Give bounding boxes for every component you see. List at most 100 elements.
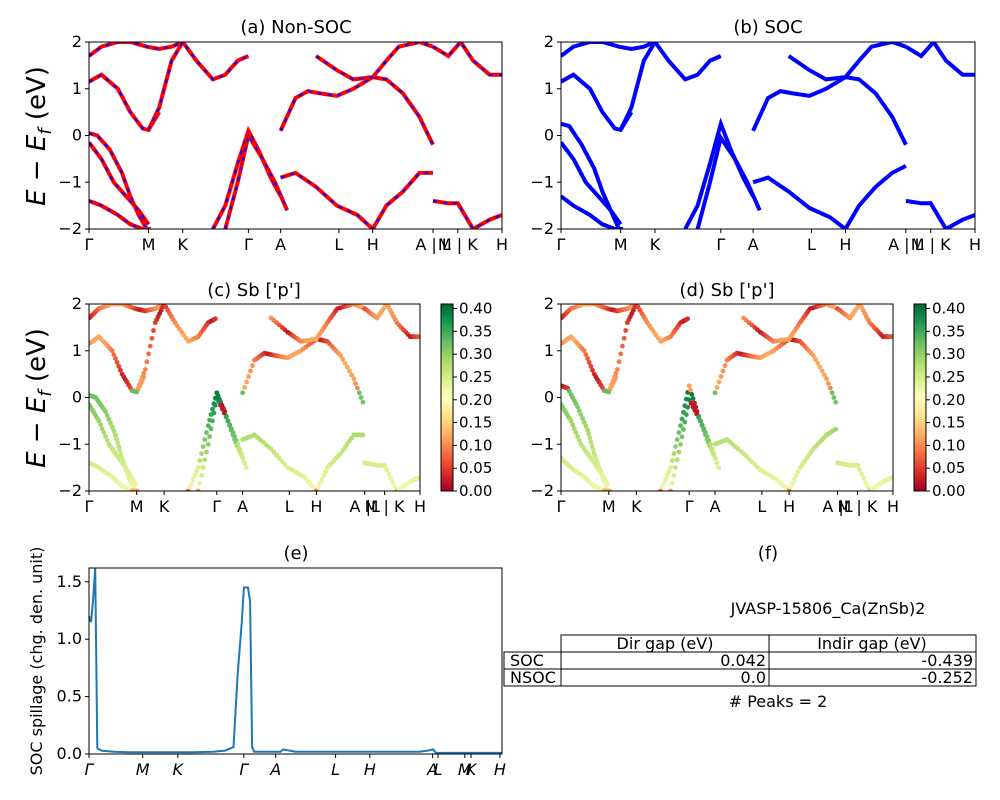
projection-point	[205, 441, 211, 447]
projection-point	[214, 395, 220, 400]
projection-point	[581, 348, 587, 354]
projection-point	[144, 359, 150, 365]
projection-point	[712, 390, 718, 396]
projection-point	[613, 370, 619, 376]
colorbar-tick-label: 0.35	[459, 322, 492, 340]
band-line-overlay	[89, 42, 184, 57]
panel-e-x-ticks: Γ M K Γ A L H AL MK H	[85, 754, 506, 779]
projection-point	[788, 484, 794, 490]
x-tick-label: A | L	[415, 235, 451, 254]
band-line-overlay	[315, 42, 434, 81]
x-tick-label: M	[136, 760, 150, 779]
projection-point	[585, 356, 590, 361]
projection-point	[135, 488, 140, 491]
projection-point	[248, 368, 253, 374]
projection-point	[109, 348, 115, 354]
row-soc-label: SOC	[510, 651, 544, 670]
projection-point	[795, 469, 801, 474]
x-tick-label: L	[331, 760, 340, 779]
projection-point	[210, 406, 215, 412]
panel-b-title: (b) SOC	[733, 17, 802, 38]
projection-point	[240, 455, 246, 461]
projection-point	[349, 372, 354, 378]
projection-point	[355, 385, 360, 391]
projection-point	[813, 356, 818, 362]
panel-a-x-ticks: Γ M K Γ A L H A | LM | K H	[85, 229, 508, 254]
band-line-overlay	[147, 42, 249, 131]
projection-point	[199, 473, 204, 478]
panel-f-title: (f)	[758, 543, 778, 564]
panel-d-title: (d) Sb ['p']	[679, 280, 774, 301]
projection-point	[609, 382, 615, 387]
projection-point	[790, 480, 796, 486]
y-tick-label: −1	[530, 172, 554, 191]
projection-point	[703, 430, 708, 435]
projection-point	[583, 423, 589, 429]
projection-point	[694, 411, 700, 417]
projection-point	[114, 436, 119, 442]
colorbar-tick-label: 0.05	[459, 459, 492, 477]
colorbar-tick-label: 0.00	[459, 482, 492, 500]
projection-point	[237, 446, 243, 452]
x-tick-label: Γ	[212, 497, 221, 516]
y-tick-label: 1.0	[57, 629, 82, 648]
x-tick-label: M	[130, 497, 144, 516]
band-line	[314, 42, 434, 82]
x-tick-label: A	[269, 760, 281, 779]
x-tick-label: H	[887, 497, 899, 516]
projection-point	[571, 426, 577, 432]
colorbar-tick-label: 0.40	[459, 300, 492, 318]
projection-point	[685, 404, 691, 410]
x-tick-label: H	[496, 235, 508, 254]
row-nsoc-dir: 0.0	[741, 668, 766, 687]
projection-point	[676, 430, 682, 435]
projection-point	[114, 360, 120, 365]
y-tick-label: 2	[544, 294, 554, 313]
projection-point	[116, 363, 122, 369]
projection-point	[210, 418, 215, 424]
projection-point	[388, 475, 394, 481]
colorbar-gradient	[913, 303, 927, 492]
projection-point	[623, 328, 629, 333]
y-tick-label: −1	[58, 434, 82, 453]
projection-point	[888, 334, 893, 340]
projection-point	[223, 414, 229, 420]
x-tick-label: A	[710, 497, 721, 516]
projection-point	[340, 356, 346, 362]
colorbar-gradient	[440, 303, 454, 492]
projection-point	[718, 374, 724, 379]
projection-point	[243, 465, 249, 470]
projection-point	[195, 465, 201, 470]
row-nsoc-indir: -0.252	[921, 668, 973, 687]
projection-point	[833, 426, 839, 432]
colorbar-tick-label: 0.25	[932, 368, 965, 386]
projection-point	[606, 389, 612, 395]
projection-point	[113, 356, 118, 361]
projection-point	[819, 368, 825, 374]
projection-point	[587, 435, 593, 441]
projection-point	[607, 385, 613, 391]
projection-point	[216, 399, 222, 404]
projection-point	[679, 434, 685, 440]
band-line-overlay	[279, 76, 434, 146]
projection-point	[351, 376, 357, 382]
projection-point	[688, 387, 693, 393]
band-line	[695, 132, 762, 229]
projection-point	[390, 480, 396, 485]
x-tick-label: A |L	[350, 497, 380, 516]
projection-point	[212, 316, 218, 322]
x-tick-label: K	[650, 235, 661, 254]
projection-point	[588, 363, 594, 369]
y-tick-label: 2	[72, 294, 82, 313]
projection-point	[575, 404, 580, 410]
projection-point	[392, 484, 398, 490]
y-tick-label: 0.0	[57, 744, 82, 763]
projection-point	[681, 427, 686, 432]
projection-point	[855, 462, 860, 468]
x-tick-label: L	[757, 497, 766, 516]
projection-point	[342, 360, 348, 366]
x-tick-label: H	[839, 235, 851, 254]
panel-a-y-ticks: −2 −1 0 1 2	[58, 32, 89, 238]
projection-point	[661, 480, 667, 486]
